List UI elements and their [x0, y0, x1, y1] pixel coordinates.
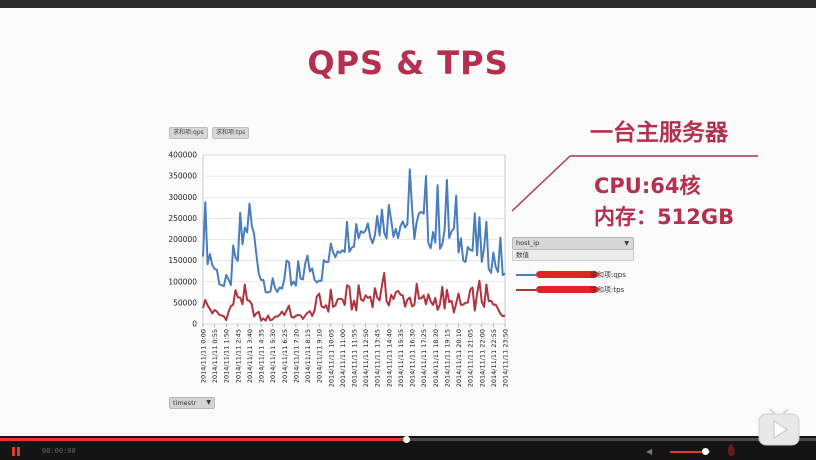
- x-tick-label: 2014/11/11 3:40: [246, 329, 254, 383]
- x-tick-label: 2014/11/11 1:50: [223, 329, 231, 383]
- x-tick-label: 2014/11/11 11:55: [351, 329, 359, 387]
- y-tick-label: 350000: [168, 172, 197, 181]
- volume-fill: [670, 451, 704, 453]
- x-tick-label: 2014/11/11 4:35: [258, 329, 266, 383]
- x-tick-label: 2014/11/11 0:00: [200, 329, 208, 383]
- x-tick-label: 2014/11/11 22:55: [490, 329, 498, 387]
- x-tick-label: 2014/11/11 8:15: [304, 329, 312, 383]
- x-tick-label: 2014/11/11 11:00: [339, 329, 347, 387]
- x-tick-label: 2014/11/11 23:50: [502, 329, 510, 387]
- y-tick-label: 300000: [168, 193, 197, 202]
- volume-icon[interactable]: ◀: [646, 447, 653, 456]
- x-tick-label: 2014/11/11 12:50: [362, 329, 370, 387]
- volume-knob[interactable]: [702, 448, 709, 455]
- x-tick-label: 2014/11/11 21:05: [467, 329, 475, 387]
- x-tick-label: 2014/11/11 14:40: [385, 329, 393, 387]
- series-line-qps: [202, 168, 506, 294]
- server-label: 一台主服务器: [590, 120, 728, 146]
- legend-label-qps: 求和项:qps: [590, 271, 626, 279]
- timestr-label: timestr: [173, 399, 197, 407]
- x-axis: 2014/11/11 0:00 2014/11/11 0:55 2014/11/11…: [200, 324, 510, 387]
- y-tick-label: 50000: [173, 298, 197, 307]
- chart-series: [202, 168, 506, 322]
- progress-fill: [0, 438, 407, 441]
- chevron-down-icon: ▼: [206, 399, 211, 406]
- legend-item-qps: 求和项:qps: [512, 270, 642, 280]
- legend-panel: host_ip ▼ 数值 求和项:qps 求和项:tps: [512, 237, 634, 294]
- time-display: 00:00:00: [42, 447, 76, 455]
- y-tick-label: 250000: [168, 214, 197, 223]
- field-tab-qps[interactable]: 求和项:qps: [169, 127, 208, 139]
- flame-logo-icon: [727, 443, 735, 457]
- host-ip-label: host_ip: [516, 239, 540, 247]
- qps-tps-chart: 0 50000 100000 150000 200000 250000 300000 3500…: [168, 151, 758, 387]
- tv-logo-icon: [758, 408, 800, 446]
- x-tick-label: 2014/11/11 19:15: [443, 329, 451, 387]
- legend-line-tps: [516, 289, 536, 291]
- x-tick-label: 2014/11/11 10:05: [327, 329, 335, 387]
- pause-icon-bar: [17, 447, 20, 456]
- redaction-mark: [536, 271, 598, 278]
- x-tick-label: 2014/11/11 20:10: [455, 329, 463, 387]
- x-tick-label: 2014/11/11 18:20: [432, 329, 440, 387]
- x-tick-label: 2014/11/11 2:45: [234, 329, 242, 383]
- x-tick-label: 2014/11/11 7:20: [292, 329, 300, 383]
- callout-line: [511, 155, 571, 212]
- progress-knob[interactable]: [403, 436, 410, 443]
- legend-line-qps: [516, 274, 536, 276]
- x-tick-label: 2014/11/11 0:55: [211, 329, 219, 383]
- y-tick-label: 100000: [168, 277, 197, 286]
- timestr-dropdown[interactable]: timestr ▼: [169, 397, 215, 409]
- chevron-down-icon: ▼: [624, 240, 629, 247]
- redaction-mark: [536, 286, 598, 293]
- x-tick-label: 2014/11/11 5:30: [269, 329, 277, 383]
- slide-title: QPS & TPS: [307, 44, 509, 82]
- y-tick-label: 400000: [168, 151, 197, 160]
- field-tab-tps[interactable]: 求和项:tps: [212, 127, 250, 139]
- pause-icon: [12, 447, 15, 456]
- series-line-tps: [202, 272, 506, 322]
- x-tick-label: 2014/11/11 13:45: [374, 329, 382, 387]
- y-axis: 0 50000 100000 150000 200000 250000 300000 3500…: [168, 151, 197, 329]
- host-ip-dropdown[interactable]: host_ip ▼: [512, 237, 634, 250]
- cpu-spec: CPU:64核: [594, 174, 701, 198]
- x-tick-label: 2014/11/11 22:00: [478, 329, 486, 387]
- memory-spec: 内存：512GB: [594, 205, 735, 229]
- legend-label-tps: 求和项:tps: [590, 286, 625, 294]
- x-tick-label: 2014/11/11 9:10: [316, 329, 324, 383]
- y-tick-label: 0: [192, 320, 197, 329]
- y-tick-label: 200000: [168, 235, 197, 244]
- x-tick-label: 2014/11/11 17:25: [420, 329, 428, 387]
- x-tick-label: 2014/11/11 15:35: [397, 329, 405, 387]
- legend-item-tps: 求和项:tps: [512, 285, 642, 295]
- pause-button[interactable]: [12, 447, 21, 456]
- x-tick-label: 2014/11/11 16:30: [409, 329, 417, 387]
- y-tick-label: 150000: [168, 256, 197, 265]
- window-top-bar: [0, 0, 816, 8]
- x-tick-label: 2014/11/11 6:25: [281, 329, 289, 383]
- values-label: 数值: [512, 250, 634, 261]
